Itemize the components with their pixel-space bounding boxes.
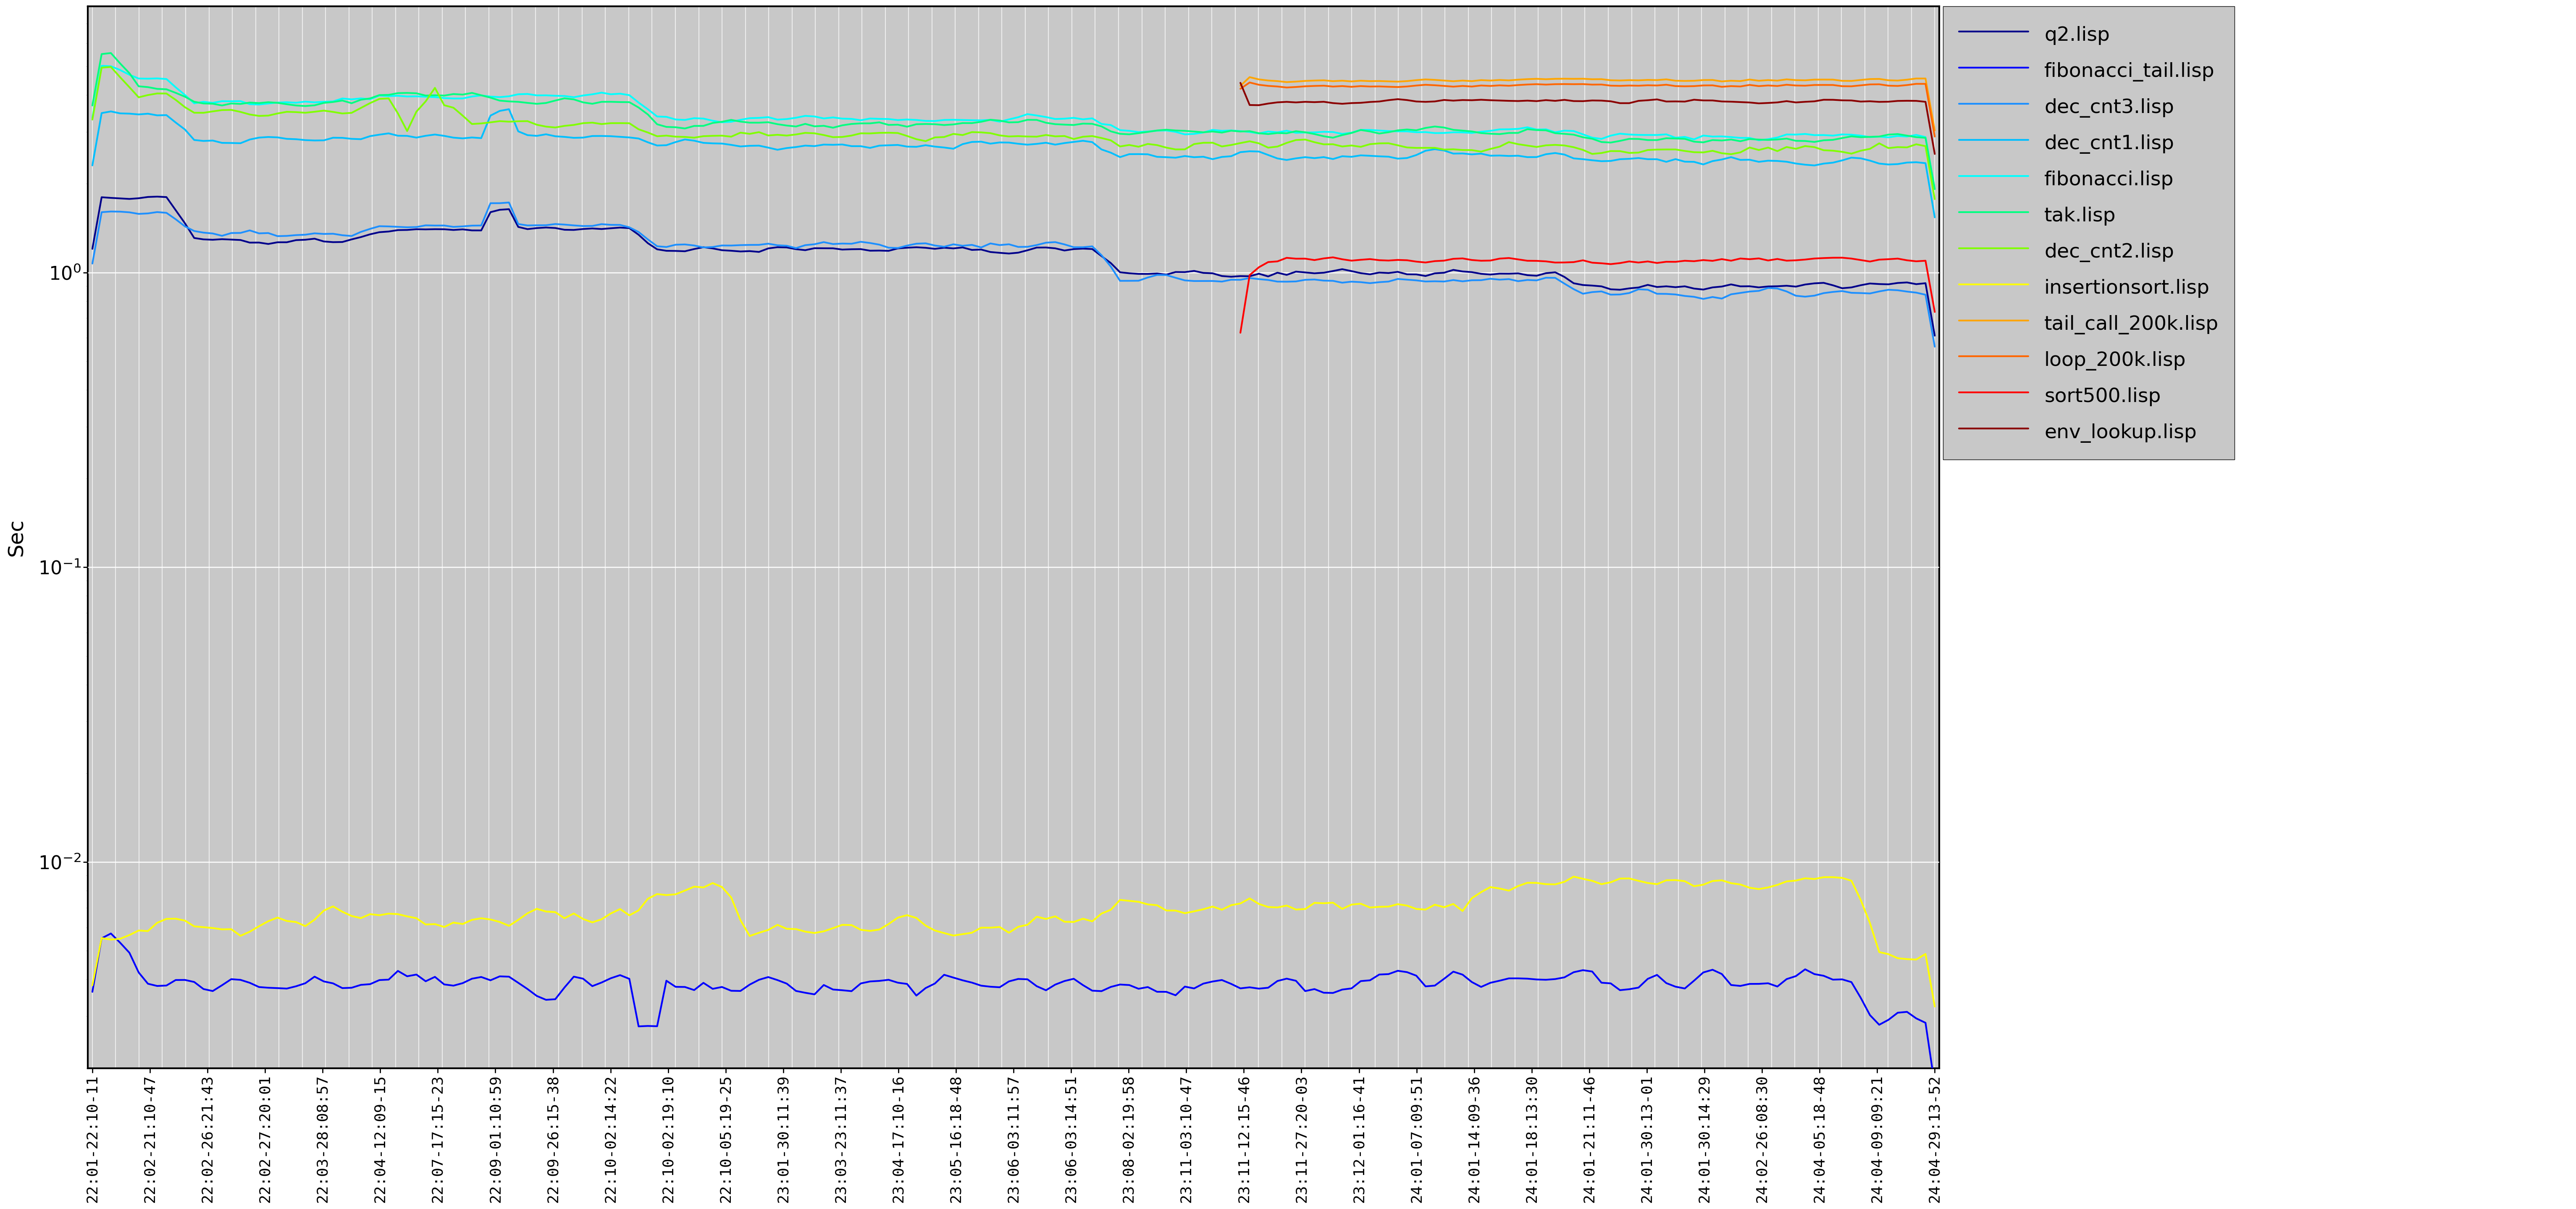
fibonacci.lisp <box>1919 181 1950 196</box>
Line: q2.lisp: q2.lisp <box>93 197 1935 336</box>
insertionsort.lisp <box>77 978 108 993</box>
Line: insertionsort.lisp: insertionsort.lisp <box>93 877 1935 1007</box>
Line: dec_cnt3.lisp: dec_cnt3.lisp <box>93 202 1935 347</box>
q2.lisp <box>1919 329 1950 343</box>
sort500.lisp <box>1762 251 1793 266</box>
dec_cnt3.lisp <box>495 195 526 209</box>
Line: env_lookup.lisp: env_lookup.lisp <box>1242 83 1935 154</box>
dec_cnt1.lisp <box>77 158 108 173</box>
dec_cnt2.lisp <box>1772 140 1803 155</box>
Line: fibonacci.lisp: fibonacci.lisp <box>93 65 1935 189</box>
Line: fibonacci_tail.lisp: fibonacci_tail.lisp <box>93 933 1935 1086</box>
env_lookup.lisp <box>1919 146 1950 161</box>
insertionsort.lisp <box>188 920 219 935</box>
q2.lisp <box>1837 280 1868 295</box>
dec_cnt3.lisp <box>577 219 608 233</box>
dec_cnt1.lisp <box>420 127 451 141</box>
dec_cnt2.lisp <box>577 115 608 129</box>
fibonacci.lisp <box>77 110 108 125</box>
fibonacci.lisp <box>198 96 229 110</box>
fibonacci.lisp <box>1837 127 1868 141</box>
insertionsort.lisp <box>567 912 598 926</box>
env_lookup.lisp <box>1762 96 1793 110</box>
q2.lisp <box>77 242 108 256</box>
fibonacci_tail.lisp <box>1772 972 1803 987</box>
insertionsort.lisp <box>420 916 451 931</box>
tail_call_200k.lisp <box>1919 123 1950 138</box>
dec_cnt2.lisp <box>1837 146 1868 161</box>
dec_cnt3.lisp <box>152 206 183 220</box>
dec_cnt1.lisp <box>1772 155 1803 169</box>
fibonacci.lisp <box>160 80 191 94</box>
dec_cnt2.lisp <box>1919 192 1950 207</box>
fibonacci.lisp <box>85 58 116 73</box>
q2.lisp <box>577 221 608 236</box>
tak.lisp <box>95 46 126 60</box>
fibonacci_tail.lisp <box>1919 1078 1950 1093</box>
tak.lisp <box>77 98 108 112</box>
tak.lisp <box>1837 129 1868 144</box>
tak.lisp <box>1919 181 1950 196</box>
q2.lisp <box>1772 278 1803 293</box>
fibonacci_tail.lisp <box>1837 974 1868 989</box>
dec_cnt3.lisp <box>420 219 451 233</box>
dec_cnt2.lisp <box>95 59 126 74</box>
dec_cnt2.lisp <box>428 98 459 112</box>
fibonacci_tail.lisp <box>77 984 108 999</box>
dec_cnt1.lisp <box>1919 210 1950 225</box>
fibonacci_tail.lisp <box>95 926 126 941</box>
dec_cnt3.lisp <box>1772 284 1803 299</box>
loop_200k.lisp <box>1762 79 1793 93</box>
dec_cnt2.lisp <box>77 112 108 127</box>
Line: dec_cnt2.lisp: dec_cnt2.lisp <box>93 66 1935 199</box>
Line: tak.lisp: tak.lisp <box>93 53 1935 189</box>
insertionsort.lisp <box>1919 1000 1950 1014</box>
dec_cnt1.lisp <box>152 108 183 122</box>
fibonacci_tail.lisp <box>577 979 608 994</box>
fibonacci_tail.lisp <box>428 977 459 991</box>
env_lookup.lisp <box>1826 93 1857 108</box>
tak.lisp <box>198 97 229 111</box>
q2.lisp <box>198 232 229 247</box>
dec_cnt1.lisp <box>495 102 526 116</box>
dec_cnt3.lisp <box>1919 340 1950 354</box>
loop_200k.lisp <box>1919 129 1950 144</box>
Legend: q2.lisp, fibonacci_tail.lisp, dec_cnt3.lisp, dec_cnt1.lisp, fibonacci.lisp, tak.: q2.lisp, fibonacci_tail.lisp, dec_cnt3.l… <box>1942 6 2233 459</box>
dec_cnt2.lisp <box>198 104 229 118</box>
tak.lisp <box>577 97 608 111</box>
dec_cnt1.lisp <box>577 129 608 144</box>
q2.lisp <box>160 203 191 218</box>
q2.lisp <box>428 222 459 237</box>
Line: tail_call_200k.lisp: tail_call_200k.lisp <box>1242 77 1935 131</box>
insertionsort.lisp <box>1772 874 1803 889</box>
tail_call_200k.lisp <box>1762 74 1793 88</box>
fibonacci.lisp <box>577 87 608 102</box>
fibonacci_tail.lisp <box>160 973 191 988</box>
dec_cnt3.lisp <box>77 256 108 271</box>
sort500.lisp <box>1826 250 1857 265</box>
tail_call_200k.lisp <box>1826 74 1857 88</box>
Y-axis label: Sec: Sec <box>5 519 26 556</box>
tak.lisp <box>1772 132 1803 146</box>
insertionsort.lisp <box>152 912 183 926</box>
dec_cnt3.lisp <box>188 225 219 239</box>
fibonacci.lisp <box>428 91 459 105</box>
tak.lisp <box>428 88 459 103</box>
Line: loop_200k.lisp: loop_200k.lisp <box>1242 82 1935 137</box>
insertionsort.lisp <box>1558 869 1589 884</box>
fibonacci_tail.lisp <box>198 984 229 999</box>
insertionsort.lisp <box>1837 873 1868 887</box>
loop_200k.lisp <box>1826 79 1857 93</box>
dec_cnt3.lisp <box>1837 285 1868 300</box>
dec_cnt1.lisp <box>1837 150 1868 164</box>
dec_cnt2.lisp <box>160 93 191 108</box>
Line: dec_cnt1.lisp: dec_cnt1.lisp <box>93 109 1935 218</box>
q2.lisp <box>142 190 173 204</box>
Line: sort500.lisp: sort500.lisp <box>1242 258 1935 332</box>
dec_cnt1.lisp <box>188 134 219 149</box>
tak.lisp <box>160 86 191 100</box>
sort500.lisp <box>1919 305 1950 319</box>
fibonacci.lisp <box>1772 127 1803 141</box>
